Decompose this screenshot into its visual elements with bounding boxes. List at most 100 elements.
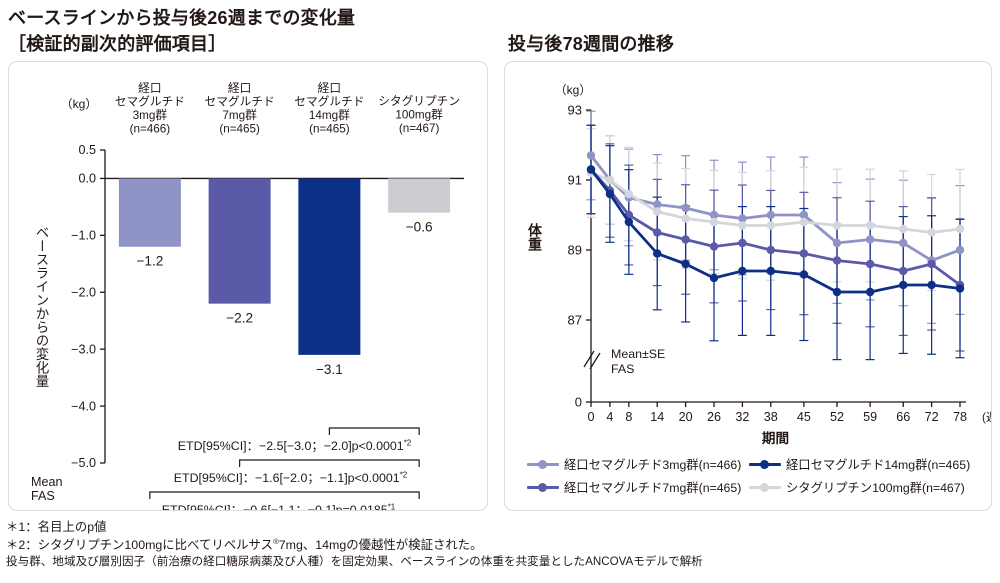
- bar-chart-panel: 経口 セマグルチド 3mg群 (n=466) 経口 セマグルチド 7mg群 (n=465) 経口…: [8, 61, 488, 511]
- line-marker: [832, 238, 842, 248]
- line-marker: [832, 256, 842, 265]
- line-marker: [955, 224, 965, 234]
- line-marker: [681, 203, 690, 213]
- line-x-axis-title: 期間: [762, 431, 789, 446]
- bar-value-label: −1.2: [136, 254, 163, 269]
- etd-label: ETD[95%CI]：−1.6[−2.0；−1.1]p<0.0001*2: [174, 471, 408, 486]
- line-x-tick-label: 14: [650, 410, 664, 424]
- bar-unit-label: （kg）: [61, 97, 98, 111]
- bar-rect: [298, 178, 361, 355]
- legend-label: 経口セマグルチド14mg群(n=465): [786, 458, 971, 472]
- line-marker: [766, 245, 775, 255]
- legend-item[interactable]: 経口セマグルチド3mg群(n=466): [527, 455, 749, 473]
- line-series: [586, 168, 965, 237]
- bar-value-label: −2.2: [226, 311, 253, 326]
- line-marker: [681, 235, 690, 244]
- line-x-tick-label: 26: [707, 410, 721, 424]
- line-marker: [955, 284, 965, 293]
- etd-annotation: ETD[95%CI]：−2.5[−3.0；−2.0]p<0.0001*2: [178, 427, 420, 453]
- etd-annotation: ETD[95%CI]：−0.6[−1.1；−0.1]p=0.0185*1: [149, 491, 420, 511]
- line-x-tick-label: 32: [735, 410, 749, 424]
- line-marker: [738, 266, 747, 276]
- bar-y-tick-label: −3.0: [71, 342, 96, 356]
- etd-sup: *1: [388, 503, 396, 511]
- bar-chart-svg: 経口セマグルチド3mg群(n=466)経口セマグルチド7mg群(n=465)経口…: [31, 82, 464, 511]
- line-chart-panel: （kg） 93 91 89 87 0 体重 0 4 8 14 20 26 32 38 45 52 59 66 72 78…: [504, 61, 992, 511]
- line-x-unit-label: (週): [982, 411, 991, 424]
- etd-bracket: [149, 491, 420, 499]
- bar-value-label: −3.1: [316, 362, 343, 377]
- line-x-tick-label: 78: [953, 410, 967, 424]
- bar-group-header-line: (n=466): [130, 123, 171, 136]
- bar-y-tick-label: −4.0: [71, 399, 96, 413]
- page-title-left: ベースラインから投与後26週までの変化量 ［検証的副次的評価項目］: [8, 6, 488, 57]
- bar-y-axis-title: ベースラインからの変化量: [34, 226, 50, 388]
- bar-group-header-line: 14mg群: [309, 108, 350, 122]
- line-marker: [865, 259, 875, 269]
- line-marker: [624, 217, 634, 227]
- bar-y-tick-label: 0.0: [78, 172, 96, 186]
- line-marker: [653, 207, 662, 216]
- bar-rect: [388, 178, 451, 213]
- page-title-left-line1: ベースラインから投与後26週までの変化量: [8, 8, 356, 28]
- line-marker: [586, 151, 596, 160]
- bar-value-label: −0.6: [406, 220, 433, 235]
- line-y-tick-label: 93: [568, 103, 582, 118]
- line-marker: [681, 259, 690, 269]
- footnotes: ＊1：名目上のp値 ＊2：シタグリプチン100mgに比べてリベルサス®7mg、1…: [6, 518, 996, 571]
- line-marker: [899, 238, 908, 248]
- line-errorbars: [586, 124, 965, 361]
- line-marker: [955, 245, 965, 255]
- bar-group-header-line: セマグルチド: [115, 95, 185, 109]
- line-marker: [738, 238, 747, 248]
- line-marker: [766, 221, 775, 230]
- line-marker: [653, 249, 662, 258]
- etd-bracket: [328, 427, 420, 435]
- line-marker: [605, 189, 615, 199]
- etd-annotation: ETD[95%CI]：−1.6[−2.0；−1.1]p<0.0001*2: [174, 459, 420, 486]
- line-y-tick-label: 87: [568, 313, 582, 328]
- line-unit-label: （kg）: [555, 83, 592, 97]
- line-x-tick-label: 4: [606, 410, 613, 424]
- bar-group-header-line: (n=465): [309, 123, 350, 136]
- line-marker: [865, 287, 875, 297]
- line-marker: [586, 165, 596, 174]
- bar-group-header-line: 100mg群: [395, 108, 443, 122]
- line-x-tick-label: 66: [896, 410, 910, 424]
- bar-footer-fas: FAS: [31, 489, 55, 503]
- line-x-tick-label: 8: [625, 410, 632, 424]
- line-path: [589, 168, 962, 294]
- bar-group-header-line: (n=465): [219, 123, 260, 136]
- line-marker: [899, 266, 908, 276]
- page-title-left-line2: ［検証的副次的評価項目］: [8, 33, 227, 54]
- bar-group-header-line: 経口: [318, 82, 341, 95]
- line-marker: [799, 270, 809, 279]
- line-y-tick-label: 89: [568, 243, 582, 258]
- line-y-tick-label: 91: [568, 173, 582, 188]
- footnote-2-post: 7mg、14mgの優越性が検証された。: [278, 538, 483, 553]
- footnote-2: ＊2：シタグリプチン100mgに比べてリベルサス®7mg、14mgの優越性が検証…: [6, 536, 996, 554]
- line-path: [589, 154, 962, 262]
- line-series: [586, 151, 965, 265]
- line-marker: [832, 287, 842, 297]
- legend-item[interactable]: シタグリプチン100mg群(n=467): [749, 478, 987, 496]
- line-marker: [709, 217, 719, 227]
- line-marker: [927, 280, 936, 290]
- line-marker: [927, 228, 936, 237]
- legend-label: 経口セマグルチド7mg群(n=465): [564, 481, 742, 495]
- legend-label: 経口セマグルチド3mg群(n=466): [564, 458, 742, 472]
- line-series: [586, 165, 965, 297]
- line-marker: [927, 259, 936, 269]
- line-marker: [865, 235, 875, 244]
- etd-bracket: [239, 459, 420, 467]
- line-x-tick-label: 59: [863, 410, 877, 424]
- line-x-tick-label: 0: [587, 410, 594, 424]
- etd-label: ETD[95%CI]：−0.6[−1.1；−0.1]p=0.0185*1: [162, 503, 396, 511]
- line-marker: [709, 273, 719, 283]
- legend-item[interactable]: 経口セマグルチド7mg群(n=465): [527, 478, 749, 496]
- legend-item[interactable]: 経口セマグルチド14mg群(n=465): [749, 455, 987, 473]
- line-marker: [832, 221, 842, 230]
- footnote-1: ＊1：名目上のp値: [6, 520, 107, 534]
- legend-marker-icon: [749, 481, 781, 493]
